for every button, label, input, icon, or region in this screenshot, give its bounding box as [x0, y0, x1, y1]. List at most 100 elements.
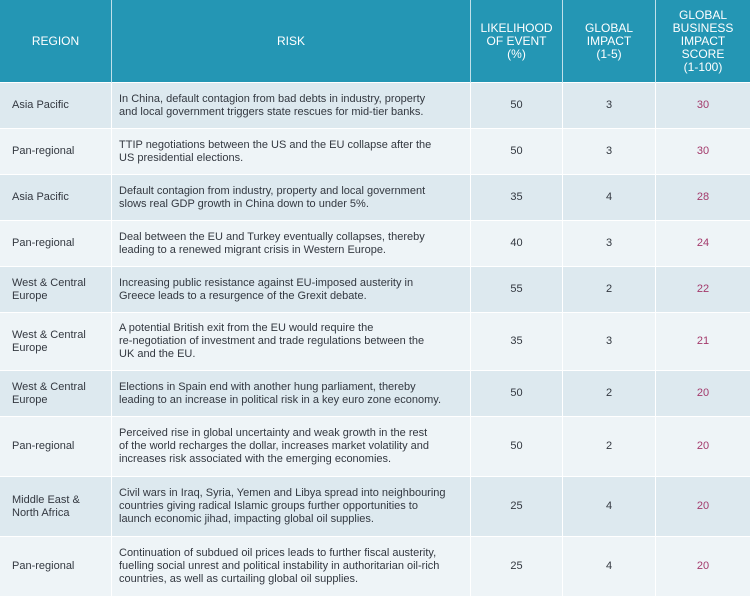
likelihood-cell: 50 [471, 371, 563, 417]
text-line: Pan-regional [12, 440, 75, 452]
text-line: GLOBAL [584, 20, 634, 35]
likelihood-cell: 55 [471, 267, 563, 313]
text-line: (1-5) [596, 46, 622, 61]
impact-cell: 3 [563, 129, 656, 175]
text-line: Europe [12, 393, 48, 406]
score-cell: 20 [656, 477, 750, 537]
score-cell: 20 [656, 537, 750, 597]
text-line: increases risk associated with the emerg… [119, 453, 392, 465]
table-row: West & Central Europe Increasing public re… [0, 267, 750, 313]
region-cell: Asia Pacific [0, 175, 112, 221]
impact-cell: 4 [563, 477, 656, 537]
region-cell: Pan-regional [0, 417, 112, 477]
likelihood-cell: 35 [471, 175, 563, 221]
text-line: West & Central [12, 328, 86, 341]
text-line: of the world recharges the dollar, incre… [119, 440, 429, 452]
text-line: Deal between the EU and Turkey eventuall… [119, 230, 425, 243]
risk-cell: A potential British exit from the EU wou… [112, 313, 471, 371]
header-impact-score: GLOBAL BUSINESS IMPACT SCORE (1-100) [656, 0, 750, 83]
text-line: re-negotiation of investment and trade r… [119, 335, 425, 347]
text-line: launch economic jihad, impacting global … [119, 513, 374, 525]
region-cell: Pan-regional [0, 221, 112, 267]
risk-cell: Continuation of subdued oil prices leads… [112, 537, 471, 597]
impact-cell: 3 [563, 221, 656, 267]
region-cell: Asia Pacific [0, 83, 112, 129]
text-line: leading to an increase in political risk… [119, 393, 442, 406]
likelihood-cell: 50 [471, 417, 563, 477]
risk-cell: Default contagion from industry, propert… [112, 175, 471, 221]
impact-cell: 2 [563, 371, 656, 417]
likelihood-cell: 25 [471, 477, 563, 537]
risk-cell: Perceived rise in global uncertainty and… [112, 417, 471, 477]
text-line: leading to a renewed migrant crisis in W… [119, 243, 386, 256]
text-line: fuelling social unrest and political ins… [119, 560, 440, 572]
text-line: Elections in Spain end with another hung… [119, 380, 416, 393]
region-cell: Middle East & North Africa [0, 477, 112, 537]
text-line: Default contagion from industry, propert… [119, 184, 426, 197]
text-line: Civil wars in Iraq, Syria, Yemen and Lib… [119, 487, 446, 499]
text-line: Pan-regional [12, 560, 75, 572]
table-row: Asia Pacific Default contagion from indus… [0, 175, 750, 221]
risk-cell: In China, default contagion from bad deb… [112, 83, 471, 129]
text-line: TTIP negotiations between the US and the… [119, 138, 432, 151]
region-cell: West & Central Europe [0, 371, 112, 417]
risk-cell: Deal between the EU and Turkey eventuall… [112, 221, 471, 267]
region-cell: Pan-regional [0, 537, 112, 597]
table-row: Pan-regional Deal between the EU and Turk… [0, 221, 750, 267]
header-likelihood: LIKELIHOOD OF EVENT (%) [471, 0, 563, 83]
score-cell: 24 [656, 221, 750, 267]
text-line: Pan-regional [12, 237, 75, 249]
table-row: West & Central Europe A potential British … [0, 313, 750, 371]
risk-cell: Civil wars in Iraq, Syria, Yemen and Lib… [112, 477, 471, 537]
text-line: Pan-regional [12, 145, 75, 157]
table-row: Pan-regional Continuation of subdued oil … [0, 537, 750, 597]
table-header: REGION RISK LIKELIHOOD OF EVENT (%) GLOBAL… [0, 0, 750, 83]
score-cell: 21 [656, 313, 750, 371]
text-line: OF EVENT [486, 33, 547, 48]
text-line: and local government triggers state resc… [119, 105, 424, 118]
header-region: REGION [0, 0, 112, 83]
text-line: Middle East & [12, 493, 80, 506]
score-cell: 22 [656, 267, 750, 313]
text-line: countries giving radical Islamic groups … [119, 500, 418, 512]
risk-cell: TTIP negotiations between the US and the… [112, 129, 471, 175]
text-line: Europe [12, 289, 48, 302]
impact-cell: 2 [563, 267, 656, 313]
likelihood-cell: 50 [471, 83, 563, 129]
text-line: BUSINESS [672, 20, 734, 35]
text-line: Europe [12, 341, 48, 354]
text-line: (1-100) [683, 59, 723, 74]
score-cell: 28 [656, 175, 750, 221]
impact-cell: 2 [563, 417, 656, 477]
text-line: West & Central [12, 380, 86, 393]
text-line: countries, as well as curtailing global … [119, 573, 359, 585]
risk-cell: Elections in Spain end with another hung… [112, 371, 471, 417]
likelihood-cell: 35 [471, 313, 563, 371]
text-line: SCORE [681, 46, 725, 61]
table-row: Pan-regional TTIP negotiations between th… [0, 129, 750, 175]
impact-cell: 4 [563, 175, 656, 221]
likelihood-cell: 25 [471, 537, 563, 597]
impact-cell: 3 [563, 83, 656, 129]
text-line: Perceived rise in global uncertainty and… [119, 427, 428, 439]
text-line: UK and the EU. [119, 348, 196, 360]
text-line: In China, default contagion from bad deb… [119, 92, 426, 105]
table-row: West & Central Europe Elections in Spain e… [0, 371, 750, 417]
text-line: Asia Pacific [12, 99, 69, 111]
text-line: Asia Pacific [12, 191, 69, 203]
text-line: West & Central [12, 276, 86, 289]
text-line: slows real GDP growth in China down to u… [119, 197, 369, 210]
header-risk: RISK [112, 0, 471, 83]
risk-cell: Increasing public resistance against EU-… [112, 267, 471, 313]
score-cell: 20 [656, 417, 750, 477]
text-line: Continuation of subdued oil prices leads… [119, 547, 437, 559]
region-cell: Pan-regional [0, 129, 112, 175]
table-row: Middle East & North Africa Civil wars in I… [0, 477, 750, 537]
table-row: Pan-regional Perceived rise in global unc… [0, 417, 750, 477]
region-cell: West & Central Europe [0, 267, 112, 313]
text-line: IMPACT [680, 33, 726, 48]
likelihood-cell: 50 [471, 129, 563, 175]
text-line: A potential British exit from the EU wou… [119, 322, 374, 334]
table-body: Asia Pacific In China, default contagion … [0, 83, 750, 597]
